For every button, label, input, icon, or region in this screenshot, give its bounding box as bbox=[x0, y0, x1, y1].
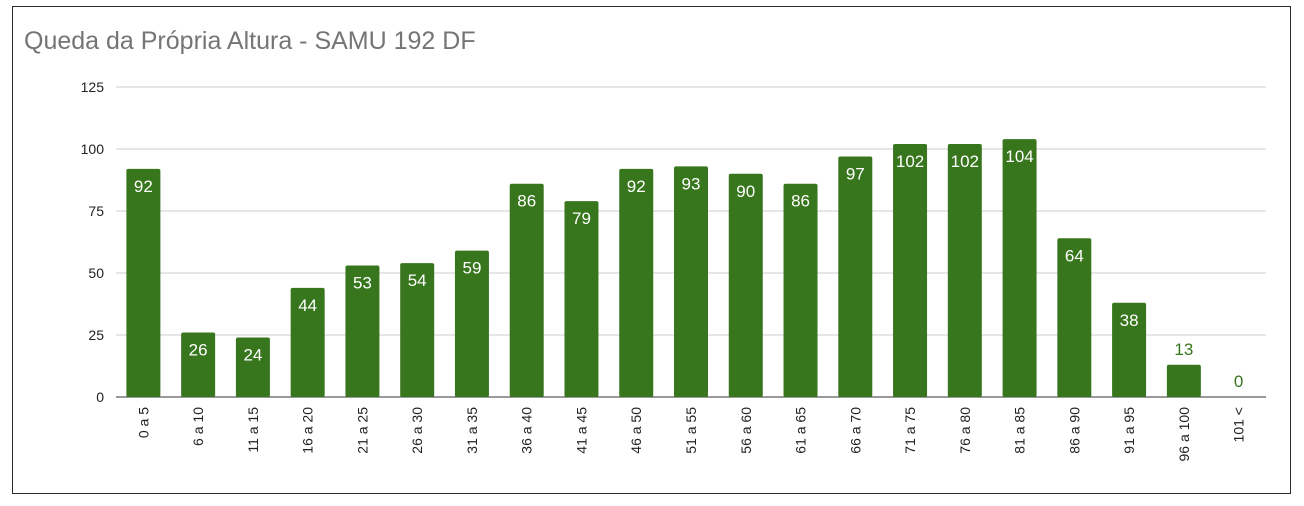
bar bbox=[126, 168, 161, 397]
bar bbox=[345, 265, 380, 397]
x-tick-label: 46 a 50 bbox=[628, 407, 644, 454]
data-label: 53 bbox=[353, 274, 372, 293]
data-label: 0 bbox=[1234, 372, 1243, 391]
bar bbox=[400, 263, 435, 397]
x-tick-label: 76 a 80 bbox=[957, 407, 973, 454]
x-tick-label: 31 a 35 bbox=[464, 407, 480, 454]
x-tick-label: 36 a 40 bbox=[519, 407, 535, 454]
bar bbox=[181, 332, 216, 397]
bar bbox=[1112, 302, 1147, 397]
x-tick-label: 6 a 10 bbox=[190, 407, 206, 446]
x-tick-label: 61 a 65 bbox=[793, 407, 809, 454]
data-label: 86 bbox=[517, 192, 536, 211]
y-tick-label: 100 bbox=[81, 141, 105, 157]
x-tick-label: 16 a 20 bbox=[300, 407, 316, 454]
x-tick-label: 56 a 60 bbox=[738, 407, 754, 454]
y-axis: 0 25 50 75 100 125 bbox=[81, 79, 105, 405]
bar bbox=[619, 168, 654, 397]
data-label: 59 bbox=[462, 259, 481, 278]
bar bbox=[838, 156, 873, 397]
bars bbox=[126, 139, 1201, 397]
x-tick-label: 91 a 95 bbox=[1121, 407, 1137, 454]
x-tick-label: 71 a 75 bbox=[902, 407, 918, 454]
data-label: 104 bbox=[1005, 147, 1033, 166]
data-label: 97 bbox=[846, 164, 865, 183]
data-label: 92 bbox=[627, 177, 646, 196]
bar bbox=[947, 144, 982, 397]
x-tick-label: 21 a 25 bbox=[354, 407, 370, 454]
x-tick-label: 86 a 90 bbox=[1066, 407, 1082, 454]
x-tick-label: 41 a 45 bbox=[573, 407, 589, 454]
data-label: 64 bbox=[1065, 246, 1084, 265]
data-label: 24 bbox=[243, 345, 262, 364]
x-tick-label: 101 < bbox=[1231, 407, 1247, 442]
x-tick-label: 26 a 30 bbox=[409, 407, 425, 454]
x-tick-label: 0 a 5 bbox=[135, 407, 151, 438]
x-tick-label: 81 a 85 bbox=[1012, 407, 1028, 454]
data-label: 79 bbox=[572, 209, 591, 228]
x-tick-label: 51 a 55 bbox=[683, 407, 699, 454]
bar bbox=[893, 144, 928, 397]
bar bbox=[1002, 139, 1037, 397]
bar bbox=[454, 250, 489, 397]
bar bbox=[564, 201, 599, 397]
x-tick-label: 96 a 100 bbox=[1176, 407, 1192, 462]
data-label: 26 bbox=[189, 341, 208, 360]
data-label: 54 bbox=[408, 271, 427, 290]
data-label: 86 bbox=[791, 192, 810, 211]
chart-title: Queda da Própria Altura - SAMU 192 DF bbox=[24, 27, 476, 55]
y-tick-label: 75 bbox=[88, 203, 104, 219]
data-label: 92 bbox=[134, 177, 153, 196]
y-tick-label: 50 bbox=[88, 265, 104, 281]
x-tick-label: 11 a 15 bbox=[245, 407, 261, 453]
y-tick-label: 0 bbox=[96, 389, 104, 405]
data-label: 102 bbox=[896, 152, 924, 171]
bar bbox=[1166, 364, 1201, 397]
data-labels: 92 26 24 44 53 54 59 86 79 92 93 90 86 97 102 102 104 64 3… bbox=[134, 147, 1243, 391]
y-tick-label: 25 bbox=[88, 327, 104, 343]
data-label: 44 bbox=[298, 296, 317, 315]
data-label: 93 bbox=[682, 174, 701, 193]
bar bbox=[728, 173, 763, 397]
data-label: 13 bbox=[1174, 340, 1193, 359]
data-label: 38 bbox=[1120, 311, 1139, 330]
x-axis: 0 a 5 6 a 10 11 a 15 16 a 20 21 a 25 26 a 30 3… bbox=[135, 407, 1246, 462]
data-label: 102 bbox=[951, 152, 979, 171]
bar bbox=[674, 166, 708, 397]
bar bbox=[783, 183, 818, 397]
x-tick-label: 66 a 70 bbox=[847, 407, 863, 454]
y-tick-label: 125 bbox=[81, 79, 105, 95]
bar bbox=[235, 337, 270, 397]
data-label: 90 bbox=[736, 182, 755, 201]
bar bbox=[1057, 238, 1092, 397]
bar bbox=[509, 183, 544, 397]
bar bbox=[290, 287, 325, 397]
